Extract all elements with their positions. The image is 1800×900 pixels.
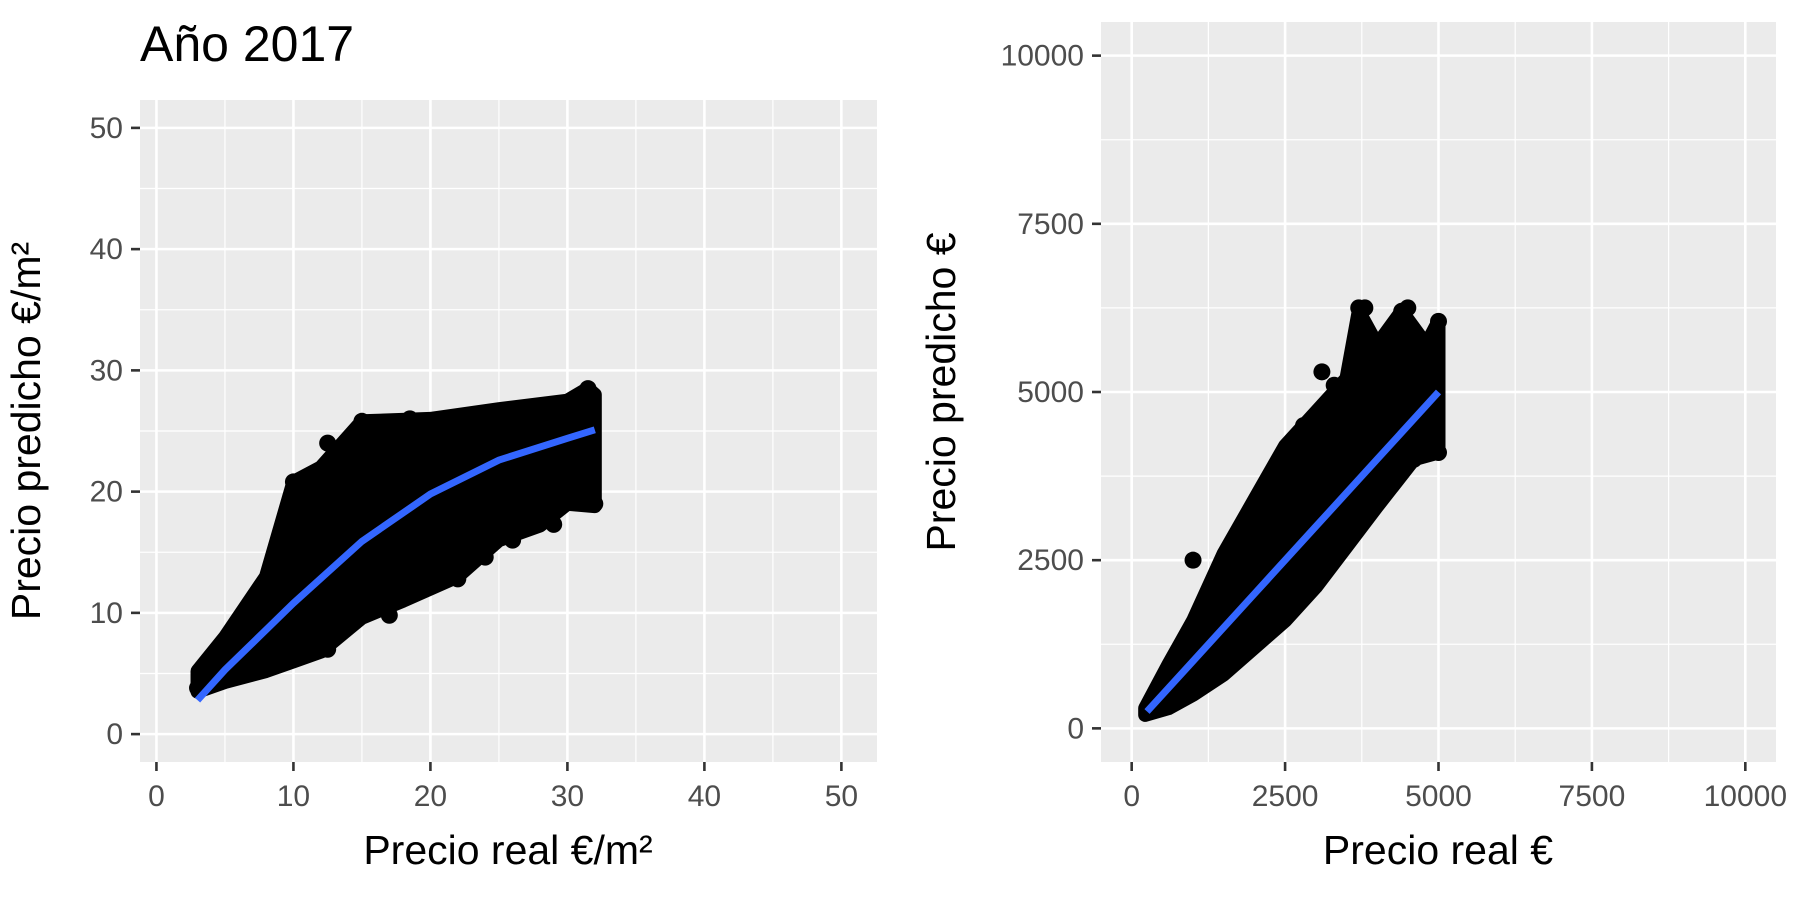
y-axis-title: Precio predicho €/m²: [3, 242, 49, 620]
data-point: [1393, 343, 1411, 361]
data-point: [586, 495, 604, 513]
x-axis-title: Precio real €/m²: [363, 827, 652, 873]
data-point: [1270, 477, 1288, 495]
data-point: [284, 473, 302, 491]
x-tick-label: 5000: [1405, 780, 1472, 813]
smooth-line: [1144, 389, 1442, 714]
data-point: [449, 570, 467, 588]
data-point: [579, 380, 597, 398]
data-point: [319, 640, 337, 658]
x-tick-label: 0: [1123, 780, 1140, 813]
data-point: [504, 531, 522, 549]
data-point: [236, 660, 254, 678]
x-tick-label: 10: [277, 780, 310, 813]
y-tick-label: 50: [90, 112, 123, 145]
y-tick-label: 0: [1067, 712, 1084, 745]
data-point: [1245, 632, 1263, 650]
y-axis-title: Precio predicho €: [918, 232, 964, 551]
y-tick-label: 20: [90, 476, 123, 509]
data-point: [1184, 551, 1202, 569]
data-point: [1215, 659, 1233, 677]
y-tick-label: 7500: [1017, 208, 1084, 241]
y-tick-label: 2500: [1017, 544, 1084, 577]
x-tick-label: 20: [414, 780, 447, 813]
chart-total-price: 0 2500 5000 7500 10000 0 2500 5000 7500 10000 Prec…: [918, 22, 1787, 873]
y-tick-label: 30: [90, 354, 123, 387]
x-tick-label: 2500: [1252, 780, 1319, 813]
x-tick-label: 7500: [1559, 780, 1626, 813]
data-point: [517, 464, 535, 482]
data-point: [1178, 679, 1196, 697]
data-point: [1337, 531, 1355, 549]
data-point: [476, 548, 494, 566]
x-tick-label: 10000: [1704, 780, 1787, 813]
data-point: [319, 434, 337, 452]
x-tick-label: 40: [688, 780, 721, 813]
y-tick-label: 0: [106, 718, 123, 751]
data-point: [1430, 312, 1447, 330]
data-point: [278, 650, 296, 668]
data-point: [353, 412, 371, 430]
data-point: [1295, 417, 1312, 435]
data-point: [421, 440, 439, 458]
x-tick-label: 0: [148, 780, 165, 813]
y-tick-label: 10: [90, 597, 123, 630]
data-point: [195, 663, 213, 681]
data-point: [1325, 376, 1343, 394]
x-axis-title: Precio real €: [1323, 827, 1553, 873]
y-tick-label: 10000: [1001, 40, 1084, 73]
data-point: [380, 606, 398, 624]
data-point: [1356, 299, 1374, 317]
data-point: [545, 515, 563, 533]
figure-title: Año 2017: [140, 16, 354, 72]
data-point: [1399, 299, 1417, 317]
x-tick-label: 50: [825, 780, 858, 813]
data-point: [1430, 444, 1447, 462]
y-tick-label: 5000: [1017, 376, 1084, 409]
data-point: [1405, 450, 1423, 468]
x-tick-label: 30: [551, 780, 584, 813]
chart-price-per-m2: 0 10 20 30 40 50 0 10 20 30 40 50 Precio real €/m² Pr…: [3, 100, 877, 873]
data-point: [1313, 363, 1331, 381]
smooth-line: [194, 426, 596, 703]
y-tick-label: 40: [90, 233, 123, 266]
data-point: [1368, 484, 1386, 502]
data-point: [401, 410, 419, 428]
